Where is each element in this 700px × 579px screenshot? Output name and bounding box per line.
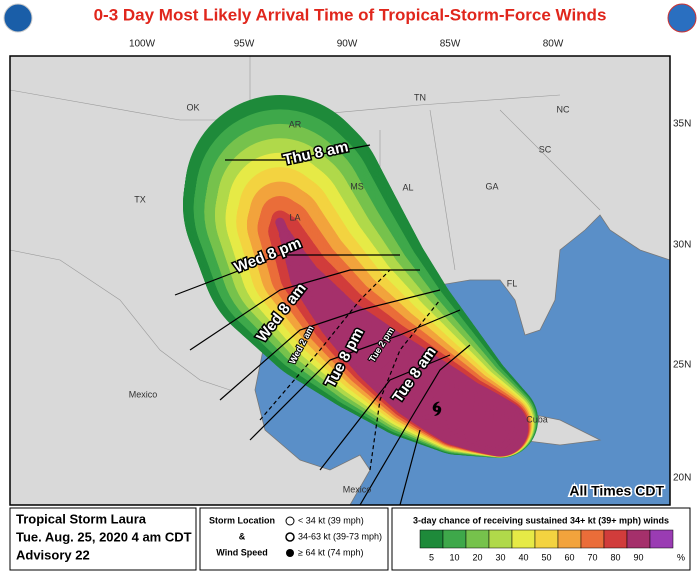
scale-unit: % (677, 552, 685, 562)
scale: 5 10 20 30 40 50 60 70 80 90% (419, 529, 685, 562)
scale-swatch (511, 529, 536, 549)
place-label: TX (134, 194, 146, 204)
place-label: OK (186, 102, 199, 112)
scale-label: 60 (564, 552, 574, 562)
scale-label: 50 (541, 552, 551, 562)
lon-label: 85W (440, 39, 461, 50)
scale-label: 5 (429, 552, 434, 562)
footer: Tropical Storm Laura Tue. Aug. 25, 2020 … (9, 507, 691, 571)
scale-label: 70 (587, 552, 597, 562)
scale-label: 90 (633, 552, 643, 562)
scale-swatch (557, 529, 582, 549)
lon-labels: 100W 95W 90W 85W 80W (129, 39, 564, 50)
place-label: SC (539, 144, 552, 154)
noaa-logo (3, 3, 33, 33)
storm-box (9, 507, 197, 571)
place-label: AR (289, 119, 302, 129)
place-label: NC (557, 104, 570, 114)
key-title: & (239, 531, 246, 541)
lon-label: 90W (337, 39, 358, 50)
scale-swatch (419, 529, 444, 549)
place-label: Mexico (129, 389, 158, 399)
scale-label: 40 (518, 552, 528, 562)
cone-band (275, 217, 529, 457)
scale-title: 3-day chance of receiving sustained 34+ … (413, 515, 669, 525)
nws-logo (667, 3, 697, 33)
place-label: AL (402, 182, 413, 192)
lon-label: 80W (543, 39, 564, 50)
time-note: All Times CDT (569, 483, 664, 499)
lon-label: 95W (234, 39, 255, 50)
scale-label: 80 (610, 552, 620, 562)
place-label: Mexico (343, 484, 372, 494)
key-title: Storm Location (209, 515, 275, 525)
place-label: FL (507, 278, 518, 288)
cone-part (275, 217, 285, 228)
lon-label: 100W (129, 39, 156, 50)
storm-date: Tue. Aug. 25, 2020 4 am CDT (16, 529, 192, 544)
map: OK AR TN NC SC MS AL GA TX LA FL Mexico … (10, 56, 670, 505)
scale-swatch (465, 529, 490, 549)
scale-swatch (534, 529, 559, 549)
place-label: Cuba (526, 414, 548, 424)
lat-labels: 35N 30N 25N 20N (673, 119, 691, 484)
place-label: MS (350, 181, 364, 191)
scale-swatch (626, 529, 651, 549)
lat-label: 20N (673, 473, 691, 484)
scale-swatch (442, 529, 467, 549)
place-label: TN (414, 92, 426, 102)
scale-label: 20 (472, 552, 482, 562)
scale-swatch (580, 529, 605, 549)
storm-advisory: Advisory 22 (16, 547, 90, 562)
storm-name: Tropical Storm Laura (16, 511, 147, 526)
lat-label: 30N (673, 240, 691, 251)
key-item: 34-63 kt (39-73 mph) (298, 531, 382, 541)
place-label: LA (289, 212, 300, 222)
place-label: GA (485, 181, 498, 191)
key-item: < 34 kt (39 mph) (298, 515, 364, 525)
scale-label: 10 (449, 552, 459, 562)
key-title: Wind Speed (216, 547, 267, 557)
scale-swatch (649, 529, 674, 549)
key-symbol (285, 532, 295, 542)
lat-label: 25N (673, 360, 691, 371)
title: 0-3 Day Most Likely Arrival Time of Trop… (94, 5, 607, 24)
scale-swatch (488, 529, 513, 549)
storm-symbol: 🌀︎ (432, 398, 441, 420)
scale-swatch (603, 529, 628, 549)
lat-label: 35N (673, 119, 691, 130)
key-item: ≥ 64 kt (74 mph) (298, 547, 363, 557)
scale-label: 30 (495, 552, 505, 562)
map-frame (9, 55, 671, 506)
key-symbol (285, 516, 295, 526)
key-symbol (286, 549, 294, 557)
isochrones (174, 144, 471, 505)
